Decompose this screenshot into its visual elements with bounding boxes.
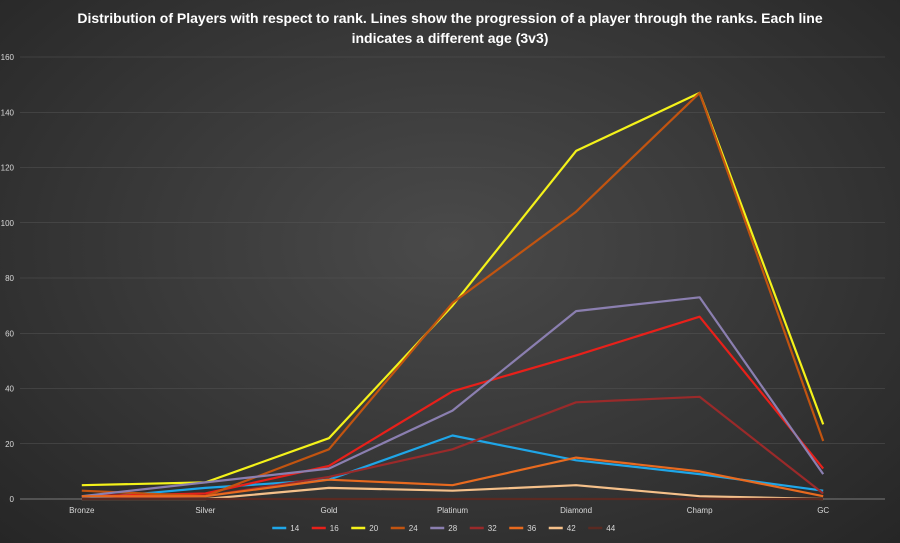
series-lines: [81, 91, 825, 501]
legend-label-20: 20: [369, 524, 378, 533]
legend-label-44: 44: [606, 524, 615, 533]
x-tick-label: Champ: [687, 506, 713, 515]
legend: 14 16 20 24 28 32 36 42 44: [272, 524, 616, 533]
y-tick-label: 0: [10, 495, 15, 504]
x-tick-label: Bronze: [69, 506, 95, 515]
legend-label-32: 32: [488, 524, 497, 533]
legend-label-14: 14: [290, 524, 299, 533]
x-tick-label: Silver: [195, 506, 215, 515]
y-tick-label: 100: [1, 219, 15, 228]
series-line-36: [81, 456, 824, 498]
x-tick-label: Diamond: [560, 506, 592, 515]
legend-label-24: 24: [409, 524, 418, 533]
y-tick-label: 80: [5, 274, 14, 283]
series-line-14: [81, 434, 824, 501]
series-line-20: [81, 91, 825, 487]
gridlines: [20, 56, 885, 500]
legend-label-16: 16: [330, 524, 339, 533]
series-line-16: [81, 315, 825, 498]
y-tick-label: 140: [1, 108, 15, 117]
x-tick-label: Gold: [320, 506, 337, 515]
legend-label-36: 36: [527, 524, 536, 533]
legend-label-28: 28: [448, 524, 457, 533]
y-tick-label: 40: [5, 385, 14, 394]
x-axis-ticks: Bronze Silver Gold Platinum Diamond Champ GC: [69, 506, 829, 515]
y-tick-label: 20: [5, 440, 14, 449]
x-tick-label: GC: [817, 506, 829, 515]
legend-label-42: 42: [567, 524, 576, 533]
y-axis-ticks: 0 20 40 60 80 100 120 140 160: [1, 53, 15, 504]
chart-title: Distribution of Players with respect to …: [77, 10, 823, 46]
y-tick-label: 160: [1, 53, 15, 62]
y-tick-label: 120: [1, 164, 15, 173]
series-line-28: [81, 296, 825, 498]
y-tick-label: 60: [5, 329, 14, 338]
x-tick-label: Platinum: [437, 506, 468, 515]
